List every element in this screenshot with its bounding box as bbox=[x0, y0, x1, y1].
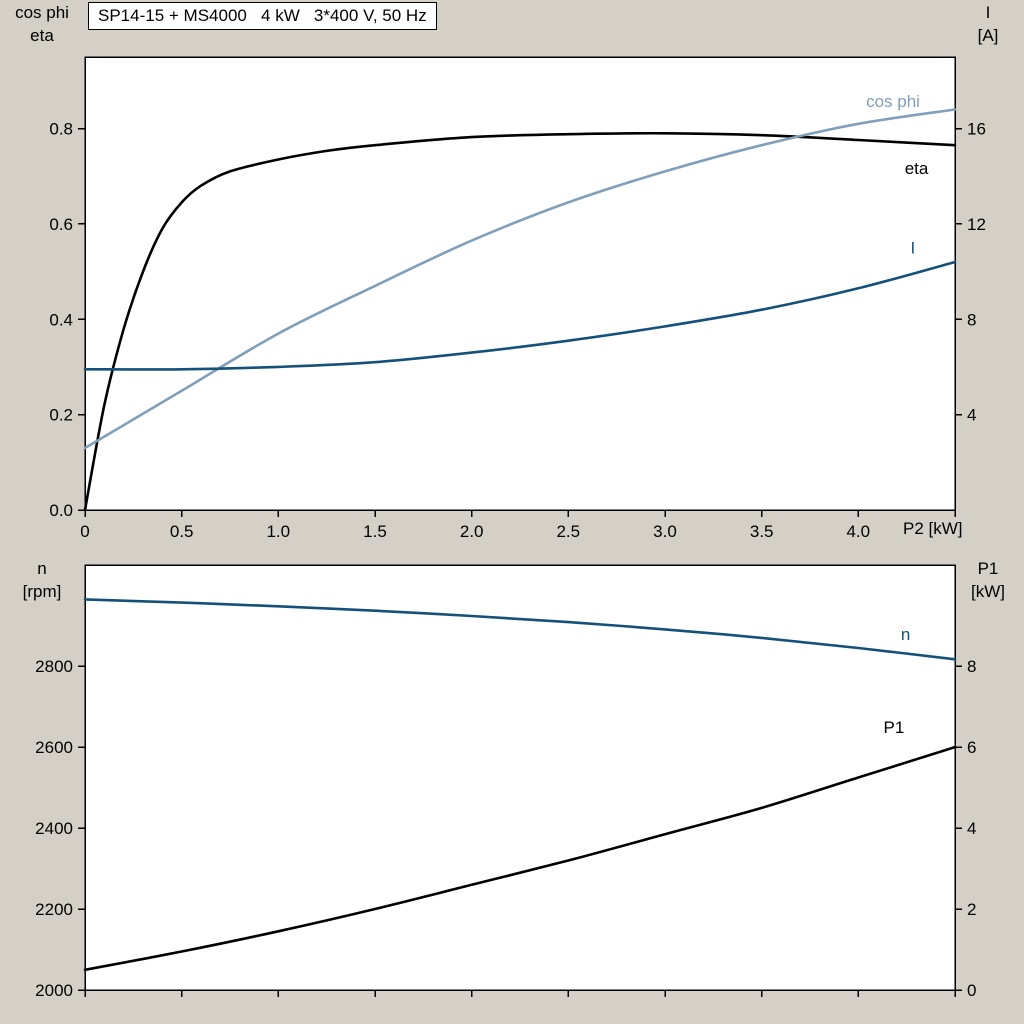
svg-text:0.6: 0.6 bbox=[49, 215, 73, 234]
x-axis-label: P2 [kW] bbox=[903, 519, 963, 538]
bottom-right-axis-label-line1: P1 bbox=[977, 559, 999, 578]
top-right-axis-label-line1: I bbox=[985, 3, 991, 22]
bottom-right-axis-label-line2: [kW] bbox=[971, 582, 1005, 601]
top-left-axis-label-line1: cos phi bbox=[15, 3, 69, 22]
svg-text:6: 6 bbox=[967, 738, 976, 757]
svg-text:4.0: 4.0 bbox=[846, 522, 870, 541]
chart-title-box: SP14-15 + MS4000 4 kW 3*400 V, 50 Hz bbox=[88, 2, 437, 30]
svg-text:n: n bbox=[901, 625, 910, 644]
svg-text:4: 4 bbox=[967, 819, 976, 838]
svg-text:2800: 2800 bbox=[35, 657, 73, 676]
bottom-left-axis-label-line1: n bbox=[37, 559, 47, 578]
top-left-axis-label-line2: eta bbox=[30, 26, 54, 45]
svg-text:0.5: 0.5 bbox=[170, 522, 194, 541]
svg-text:3.0: 3.0 bbox=[653, 522, 677, 541]
svg-text:0.0: 0.0 bbox=[49, 501, 73, 520]
svg-text:2400: 2400 bbox=[35, 819, 73, 838]
svg-text:16: 16 bbox=[967, 120, 986, 139]
svg-text:I: I bbox=[911, 239, 916, 258]
svg-text:eta: eta bbox=[905, 159, 929, 178]
svg-text:0.4: 0.4 bbox=[49, 310, 73, 329]
svg-text:4: 4 bbox=[967, 406, 976, 425]
svg-text:2000: 2000 bbox=[35, 981, 73, 1000]
svg-text:0: 0 bbox=[967, 981, 976, 1000]
svg-text:0.2: 0.2 bbox=[49, 406, 73, 425]
svg-text:8: 8 bbox=[967, 310, 976, 329]
svg-text:cos phi: cos phi bbox=[866, 92, 920, 111]
bottom-left-axis-label-line2: [rpm] bbox=[22, 582, 62, 601]
svg-text:P1: P1 bbox=[884, 718, 905, 737]
svg-text:2.0: 2.0 bbox=[460, 522, 484, 541]
svg-text:0: 0 bbox=[80, 522, 89, 541]
svg-text:0.8: 0.8 bbox=[49, 120, 73, 139]
svg-text:2.5: 2.5 bbox=[556, 522, 580, 541]
svg-text:2200: 2200 bbox=[35, 900, 73, 919]
svg-text:1.5: 1.5 bbox=[363, 522, 387, 541]
svg-text:3.5: 3.5 bbox=[750, 522, 774, 541]
svg-text:8: 8 bbox=[967, 657, 976, 676]
svg-text:2: 2 bbox=[967, 900, 976, 919]
svg-text:2600: 2600 bbox=[35, 738, 73, 757]
svg-text:12: 12 bbox=[967, 215, 986, 234]
svg-text:1.0: 1.0 bbox=[266, 522, 290, 541]
top-right-axis-label-line2: [A] bbox=[977, 26, 999, 45]
